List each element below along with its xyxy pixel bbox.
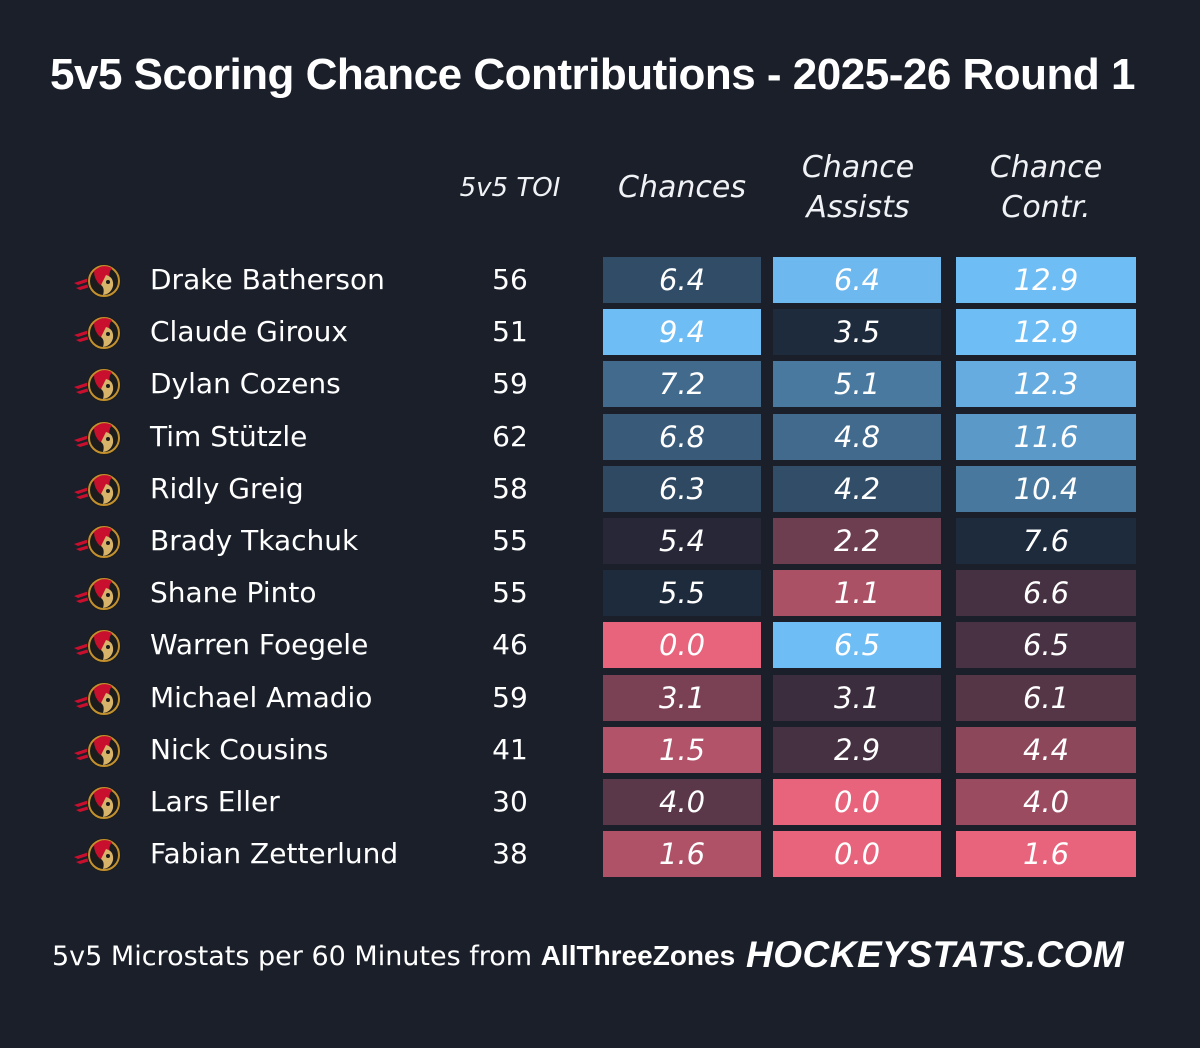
chance-assists-cell: 6.4 [773, 257, 941, 303]
player-name: Brady Tkachuk [150, 524, 359, 557]
chance-contr-cell: 7.6 [956, 518, 1136, 564]
column-header-chance-assists-line2: Assists [806, 190, 910, 225]
toi-value: 56 [492, 263, 528, 296]
chance-contr-cell: 6.1 [956, 674, 1136, 721]
toi-value: 55 [492, 524, 528, 557]
chance-assists-cell: 4.8 [773, 413, 941, 460]
chances-cell: 4.0 [603, 779, 761, 825]
player-name: Lars Eller [150, 785, 280, 818]
brand-wordmark: HOCKEYSTATS.COM [746, 934, 1125, 975]
senators-logo-icon [70, 470, 124, 510]
player-name: Michael Amadio [150, 680, 373, 714]
player-name: Nick Cousins [150, 732, 329, 766]
player-name: Drake Batherson [150, 263, 385, 296]
toi-value: 59 [492, 680, 528, 714]
senators-logo-icon [70, 313, 124, 353]
chance-assists-cell: 6.5 [773, 622, 941, 669]
senators-logo-icon [70, 261, 124, 301]
table-row: Fabian Zetterlund 38 1.6 0.0 1.6 [0, 831, 1200, 878]
table-row: Shane Pinto 55 5.5 1.1 6.6 [0, 570, 1200, 617]
senators-logo-icon [70, 783, 124, 823]
chances-cell: 5.4 [603, 518, 761, 564]
senators-logo-icon [70, 522, 124, 562]
chance-contr-cell: 4.0 [956, 779, 1136, 825]
chance-contr-cell: 6.6 [956, 570, 1136, 617]
toi-value: 51 [492, 315, 528, 349]
table-row: Tim Stützle 62 6.8 4.8 11.6 [0, 413, 1200, 460]
toi-value: 41 [492, 732, 528, 766]
footer-source-name: AllThreeZones [540, 940, 736, 971]
player-name: Shane Pinto [150, 576, 317, 610]
footer-source-prefix: 5v5 Microstats per 60 Minutes from [52, 941, 541, 972]
senators-logo-icon [70, 418, 124, 458]
column-header-toi: 5v5 TOI [459, 173, 561, 203]
toi-value: 30 [492, 785, 528, 818]
column-header-chance-assists: Chance Assists [773, 148, 943, 228]
chance-assists-cell: 5.1 [773, 361, 941, 408]
chances-cell: 5.5 [603, 570, 761, 617]
chance-assists-cell: 3.5 [773, 309, 941, 356]
chance-assists-cell: 2.9 [773, 726, 941, 773]
chance-contr-cell: 12.9 [956, 257, 1136, 303]
toi-value: 62 [492, 419, 528, 453]
chance-assists-cell: 1.1 [773, 570, 941, 617]
chance-assists-cell: 0.0 [773, 779, 941, 825]
chances-cell: 9.4 [603, 309, 761, 356]
column-header-chance-contr-line1: Chance [989, 150, 1103, 185]
table-row: Brady Tkachuk 55 5.4 2.2 7.6 [0, 518, 1200, 564]
table-row: Lars Eller 30 4.0 0.0 4.0 [0, 779, 1200, 825]
chance-contr-cell: 1.6 [956, 831, 1136, 878]
table-row: Ridly Greig 58 6.3 4.2 10.4 [0, 465, 1200, 512]
player-name: Dylan Cozens [150, 367, 341, 401]
table-row: Dylan Cozens 59 7.2 5.1 12.3 [0, 361, 1200, 408]
chance-assists-cell: 3.1 [773, 674, 941, 721]
chart-title: 5v5 Scoring Chance Contributions - 2025-… [50, 50, 1136, 99]
senators-logo-icon [70, 835, 124, 875]
chances-cell: 6.8 [603, 413, 761, 460]
column-header-chance-contr-line2: Contr. [1001, 190, 1091, 225]
senators-logo-icon [70, 731, 124, 771]
chances-cell: 0.0 [603, 622, 761, 669]
senators-logo-icon [70, 626, 124, 666]
chances-cell: 6.3 [603, 465, 761, 512]
chance-contr-cell: 10.4 [956, 465, 1136, 512]
column-header-chances: Chances [618, 170, 746, 205]
chance-assists-cell: 0.0 [773, 831, 941, 878]
table-row: Warren Foegele 46 0.0 6.5 6.5 [0, 622, 1200, 669]
senators-logo-icon [70, 574, 124, 614]
table-row: Drake Batherson 56 6.4 6.4 12.9 [0, 257, 1200, 303]
player-name: Fabian Zetterlund [150, 837, 399, 871]
toi-value: 55 [492, 576, 528, 610]
chances-cell: 6.4 [603, 257, 761, 303]
toi-value: 59 [492, 367, 528, 401]
table-row: Michael Amadio 59 3.1 3.1 6.1 [0, 674, 1200, 721]
toi-value: 58 [492, 471, 528, 505]
toi-value: 38 [492, 837, 528, 871]
senators-logo-icon [70, 365, 124, 405]
table-row: Claude Giroux 51 9.4 3.5 12.9 [0, 309, 1200, 356]
toi-value: 46 [492, 628, 528, 662]
column-header-chance-contr: Chance Contr. [956, 148, 1136, 228]
chances-cell: 1.6 [603, 831, 761, 878]
chance-contr-cell: 4.4 [956, 726, 1136, 773]
footer-source: 5v5 Microstats per 60 Minutes from AllTh… [52, 940, 735, 972]
chance-contr-cell: 12.3 [956, 361, 1136, 408]
chance-contr-cell: 6.5 [956, 622, 1136, 669]
player-name: Warren Foegele [150, 628, 369, 662]
chances-cell: 1.5 [603, 726, 761, 773]
chances-cell: 3.1 [603, 674, 761, 721]
table-row: Nick Cousins 41 1.5 2.9 4.4 [0, 726, 1200, 773]
chance-contr-cell: 12.9 [956, 309, 1136, 356]
chance-assists-cell: 4.2 [773, 465, 941, 512]
senators-logo-icon [70, 679, 124, 719]
player-name: Tim Stützle [150, 419, 308, 453]
column-header-chance-assists-line1: Chance [801, 150, 915, 185]
chance-assists-cell: 2.2 [773, 518, 941, 564]
chances-cell: 7.2 [603, 361, 761, 408]
chance-contr-cell: 11.6 [956, 413, 1136, 460]
player-name: Claude Giroux [150, 315, 348, 349]
player-name: Ridly Greig [150, 471, 304, 505]
